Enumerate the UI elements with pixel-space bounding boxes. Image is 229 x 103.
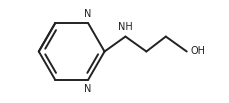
Text: N: N: [84, 9, 91, 19]
Text: OH: OH: [190, 46, 205, 57]
Text: NH: NH: [117, 22, 132, 32]
Text: N: N: [84, 84, 91, 94]
